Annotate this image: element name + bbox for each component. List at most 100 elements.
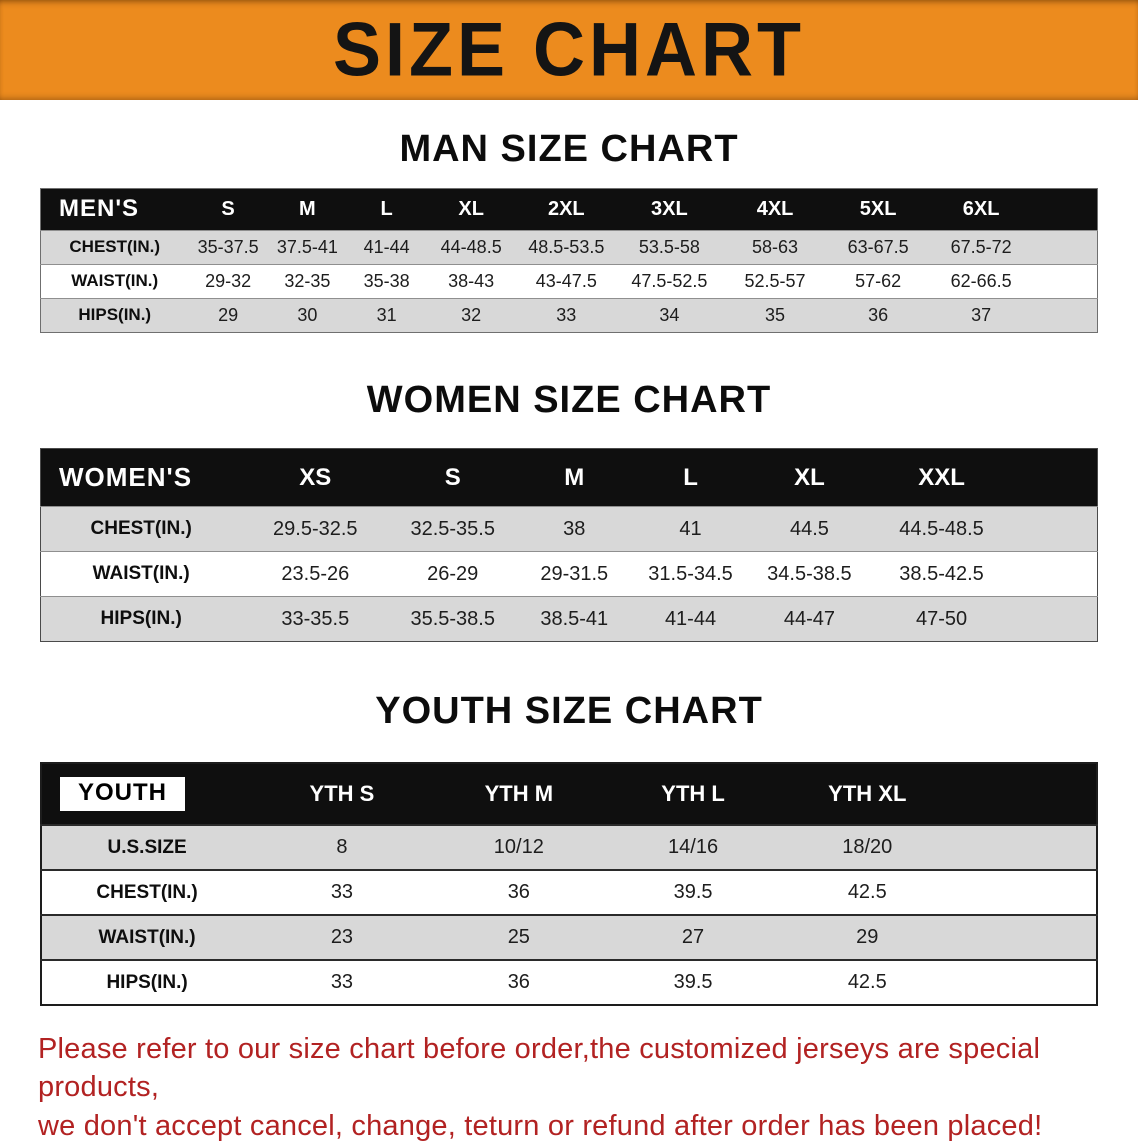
- table-header-label: YOUTH: [41, 763, 253, 826]
- size-column-header: YTH L: [605, 763, 781, 826]
- size-column-header: L: [632, 448, 749, 507]
- value-cell: 42.5: [780, 960, 955, 1006]
- value-cell: 33: [252, 960, 432, 1006]
- value-cell: 29: [780, 915, 955, 961]
- men-size-chart-section: MAN SIZE CHART MEN'S S M L XL 2XL 3XL 4XL 5XL 6XL…: [0, 128, 1138, 333]
- disclaimer: Please refer to our size chart before or…: [38, 1030, 1100, 1145]
- value-cell: 35: [722, 298, 828, 333]
- spacer-cell: [1012, 506, 1098, 552]
- value-cell: 53.5-58: [616, 230, 723, 265]
- value-cell: 44-48.5: [426, 230, 517, 265]
- value-cell: 25: [431, 915, 606, 961]
- value-cell: 47.5-52.5: [616, 264, 723, 299]
- value-cell: 44.5-48.5: [870, 506, 1013, 552]
- value-cell: 27: [605, 915, 781, 961]
- spacer-cell: [1033, 264, 1098, 299]
- value-cell: 38-43: [426, 264, 517, 299]
- table-row: HIPS(IN.) 33-35.5 35.5-38.5 38.5-41 41-44 44-…: [40, 596, 1098, 642]
- value-cell: 33-35.5: [241, 596, 390, 642]
- spacer-cell: [1012, 448, 1098, 507]
- value-cell: 33: [252, 870, 432, 916]
- table-row: WAIST(IN.) 23.5-26 26-29 29-31.5 31.5-34.5 34…: [40, 551, 1098, 597]
- value-cell: 47-50: [870, 596, 1013, 642]
- youth-size-table: YOUTH YTH S YTH M YTH L YTH XL U.S.SIZE 8 10/12…: [40, 762, 1098, 1007]
- size-column-header: XL: [426, 188, 517, 231]
- row-label: WAIST(IN.): [40, 264, 189, 299]
- row-label: HIPS(IN.): [40, 298, 189, 333]
- size-column-header: YTH XL: [780, 763, 955, 826]
- table-row: CHEST(IN.) 35-37.5 37.5-41 41-44 44-48.5 48.5…: [40, 230, 1098, 265]
- size-column-header: 2XL: [516, 188, 617, 231]
- table-header-label: WOMEN'S: [40, 448, 242, 507]
- value-cell: 31.5-34.5: [632, 551, 749, 597]
- page-title: SIZE CHART: [333, 7, 805, 93]
- table-row: HIPS(IN.) 33 36 39.5 42.5: [41, 960, 1097, 1006]
- disclaimer-line2: we don't accept cancel, change, teturn o…: [38, 1109, 1043, 1142]
- value-cell: 18/20: [780, 825, 955, 871]
- size-column-header: XL: [748, 448, 871, 507]
- value-cell: 23: [252, 915, 432, 961]
- men-size-table: MEN'S S M L XL 2XL 3XL 4XL 5XL 6XL CHEST(IN.) 35-37…: [40, 187, 1098, 333]
- youth-size-chart-section: YOUTH SIZE CHART YOUTH YTH S YTH M YTH L YTH…: [0, 690, 1138, 1007]
- value-cell: 41-44: [632, 596, 749, 642]
- table-row: HIPS(IN.) 29 30 31 32 33 34 35 36 37: [40, 298, 1098, 333]
- spacer-cell: [954, 763, 1097, 826]
- value-cell: 29-31.5: [516, 551, 633, 597]
- size-column-header: 5XL: [827, 188, 929, 231]
- row-label: CHEST(IN.): [40, 230, 189, 265]
- value-cell: 26-29: [389, 551, 517, 597]
- value-cell: 32.5-35.5: [389, 506, 517, 552]
- value-cell: 38: [516, 506, 633, 552]
- spacer-cell: [1012, 551, 1098, 597]
- value-cell: 35.5-38.5: [389, 596, 517, 642]
- table-header-label: MEN'S: [40, 188, 189, 231]
- spacer-cell: [954, 825, 1097, 871]
- value-cell: 38.5-41: [516, 596, 633, 642]
- value-cell: 35-38: [347, 264, 427, 299]
- value-cell: 34: [616, 298, 723, 333]
- row-label: U.S.SIZE: [41, 825, 253, 871]
- size-column-header: XXL: [870, 448, 1013, 507]
- size-column-header: S: [389, 448, 517, 507]
- value-cell: 63-67.5: [827, 230, 929, 265]
- value-cell: 37.5-41: [267, 230, 347, 265]
- value-cell: 36: [431, 960, 606, 1006]
- table-header-row: WOMEN'S XS S M L XL XXL: [40, 448, 1098, 507]
- value-cell: 29: [188, 298, 268, 333]
- size-column-header: L: [347, 188, 427, 231]
- women-size-chart-section: WOMEN SIZE CHART WOMEN'S XS S M L XL XXL CHEST(…: [0, 379, 1138, 643]
- disclaimer-line1: Please refer to our size chart before or…: [38, 1033, 1041, 1104]
- table-row: WAIST(IN.) 23 25 27 29: [41, 915, 1097, 961]
- banner: SIZE CHART: [0, 0, 1138, 100]
- table-header-row: MEN'S S M L XL 2XL 3XL 4XL 5XL 6XL: [40, 188, 1098, 231]
- value-cell: 44-47: [748, 596, 871, 642]
- spacer-cell: [1012, 596, 1098, 642]
- table-row: CHEST(IN.) 29.5-32.5 32.5-35.5 38 41 44.5 44.5…: [40, 506, 1098, 552]
- spacer-cell: [1033, 298, 1098, 333]
- row-label: WAIST(IN.): [41, 915, 253, 961]
- table-row: U.S.SIZE 8 10/12 14/16 18/20: [41, 825, 1097, 871]
- value-cell: 32: [426, 298, 517, 333]
- size-column-header: S: [188, 188, 268, 231]
- value-cell: 52.5-57: [722, 264, 828, 299]
- size-column-header: XS: [241, 448, 390, 507]
- size-column-header: M: [516, 448, 633, 507]
- value-cell: 44.5: [748, 506, 871, 552]
- value-cell: 31: [347, 298, 427, 333]
- value-cell: 34.5-38.5: [748, 551, 871, 597]
- value-cell: 39.5: [605, 870, 781, 916]
- row-label: CHEST(IN.): [40, 506, 242, 552]
- youth-section-title: YOUTH SIZE CHART: [375, 690, 763, 733]
- spacer-cell: [954, 960, 1097, 1006]
- size-column-header: YTH M: [431, 763, 606, 826]
- value-cell: 14/16: [605, 825, 781, 871]
- row-label: CHEST(IN.): [41, 870, 253, 916]
- header-label-chip: YOUTH: [60, 777, 185, 811]
- value-cell: 29.5-32.5: [241, 506, 390, 552]
- value-cell: 48.5-53.5: [516, 230, 617, 265]
- size-column-header: M: [267, 188, 347, 231]
- women-section-title: WOMEN SIZE CHART: [366, 378, 772, 421]
- table-row: WAIST(IN.) 29-32 32-35 35-38 38-43 43-47.5 47.…: [40, 264, 1098, 299]
- value-cell: 38.5-42.5: [870, 551, 1013, 597]
